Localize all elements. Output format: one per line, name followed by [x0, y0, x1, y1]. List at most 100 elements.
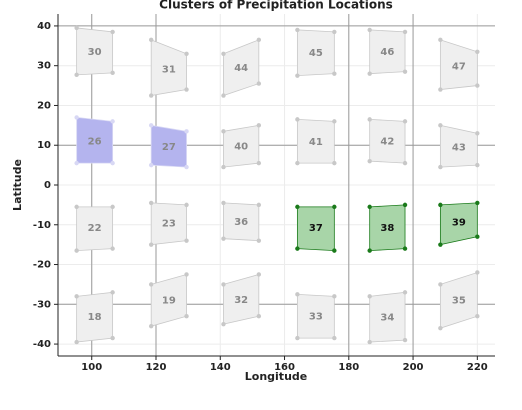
cluster-label: 23 — [162, 218, 176, 229]
location-point — [332, 119, 337, 124]
location-point — [221, 129, 226, 134]
cluster-label: 38 — [380, 223, 394, 234]
location-point — [148, 200, 154, 206]
location-point — [332, 335, 337, 341]
cluster-label: 19 — [162, 295, 176, 306]
location-point — [74, 204, 79, 210]
location-point — [148, 162, 154, 168]
location-point — [295, 117, 300, 122]
location-point — [256, 202, 262, 208]
location-point — [367, 117, 372, 122]
cluster-label: 32 — [234, 295, 248, 306]
location-point — [295, 160, 300, 166]
location-point — [74, 248, 79, 253]
location-point — [256, 314, 262, 319]
location-point — [74, 115, 79, 120]
location-point — [74, 160, 79, 166]
location-point — [148, 323, 154, 329]
location-point — [148, 242, 154, 247]
location-point — [475, 162, 480, 168]
location-point — [148, 282, 154, 287]
location-point — [438, 282, 443, 287]
x-axis-label: Longitude — [245, 370, 307, 383]
location-point — [475, 270, 480, 275]
location-point — [221, 236, 226, 241]
location-point — [295, 27, 300, 33]
location-point — [221, 321, 226, 327]
location-point — [402, 160, 408, 166]
cluster-label: 30 — [88, 47, 102, 58]
location-point — [402, 29, 408, 35]
x-tick-label: 220 — [467, 362, 488, 373]
location-point — [184, 129, 189, 134]
location-point — [332, 248, 337, 253]
x-tick-label: 160 — [274, 362, 295, 373]
location-point — [295, 73, 300, 78]
location-point — [110, 70, 115, 76]
location-point — [332, 204, 337, 210]
location-point — [295, 204, 300, 210]
location-point — [184, 51, 189, 56]
location-point — [438, 37, 443, 43]
cluster-label: 41 — [309, 137, 323, 148]
cluster-label: 33 — [309, 312, 323, 323]
cluster-label: 37 — [309, 223, 323, 234]
cluster-label: 18 — [88, 312, 102, 323]
location-point — [74, 72, 79, 78]
location-point — [402, 246, 408, 251]
location-point — [110, 160, 115, 166]
location-point — [74, 25, 79, 31]
y-tick-label: 40 — [37, 21, 51, 32]
location-point — [184, 87, 189, 92]
x-tick-label: 180 — [338, 362, 359, 373]
location-point — [438, 164, 443, 170]
location-point — [332, 294, 337, 299]
location-point — [332, 29, 337, 35]
location-point — [221, 93, 226, 98]
location-point — [184, 272, 189, 277]
location-point — [256, 160, 262, 166]
location-point — [295, 292, 300, 297]
location-point — [256, 81, 262, 86]
location-point — [367, 71, 372, 76]
location-point — [148, 37, 154, 43]
cluster-label: 22 — [88, 223, 102, 234]
x-tick-label: 200 — [403, 362, 424, 373]
location-point — [110, 246, 115, 251]
y-axis-label: Latitude — [11, 159, 24, 211]
location-point — [438, 325, 443, 331]
location-point — [475, 234, 480, 239]
chart-title: Clusters of Precipitation Locations — [159, 0, 393, 12]
cluster-label: 46 — [380, 47, 394, 58]
y-tick-label: -40 — [33, 339, 51, 350]
location-point — [438, 202, 443, 208]
location-point — [221, 164, 226, 170]
location-point — [110, 204, 115, 210]
y-tick-label: 10 — [37, 140, 51, 151]
location-point — [332, 71, 337, 76]
cluster-label: 36 — [234, 217, 248, 228]
location-point — [367, 27, 372, 33]
location-point — [367, 339, 372, 345]
cluster-label: 39 — [452, 217, 466, 228]
location-point — [475, 314, 480, 319]
location-point — [402, 290, 408, 295]
location-point — [402, 337, 408, 343]
location-point — [221, 51, 226, 56]
location-point — [148, 123, 154, 128]
y-tick-label: -20 — [33, 260, 51, 271]
location-point — [256, 238, 262, 243]
location-point — [295, 246, 300, 251]
location-point — [256, 272, 262, 277]
location-point — [332, 160, 337, 166]
y-tick-label: 0 — [44, 180, 51, 191]
location-point — [74, 339, 79, 345]
location-point — [256, 123, 262, 128]
cluster-label: 47 — [452, 62, 466, 73]
location-point — [438, 242, 443, 247]
location-point — [184, 238, 189, 243]
location-point — [110, 29, 115, 35]
location-point — [367, 204, 372, 210]
location-point — [402, 202, 408, 208]
